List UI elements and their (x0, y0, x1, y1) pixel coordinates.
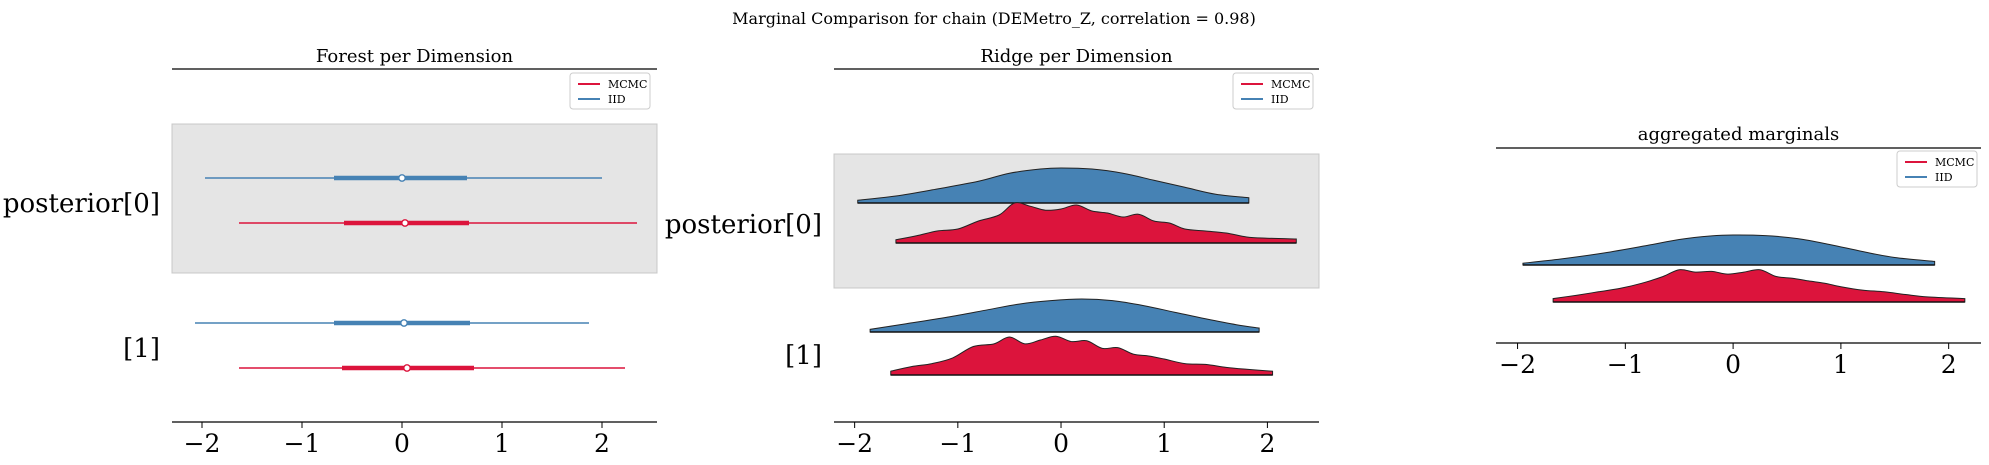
legend-label: IID (1935, 171, 1953, 184)
x-tick-label: 2 (1259, 429, 1275, 458)
x-tick-label: −1 (1607, 350, 1644, 379)
row-label: [1] (123, 334, 160, 364)
x-tick-label: −2 (836, 429, 873, 458)
figure-suptitle: Marginal Comparison for chain (DEMetro_Z… (732, 9, 1256, 28)
median-point (398, 174, 406, 182)
panel-title: Forest per Dimension (316, 46, 514, 67)
x-tick-label: 1 (494, 429, 510, 458)
panel-1: Forest per Dimension posterior[0] [1] −2 −1 0… (3, 46, 658, 458)
row-label: posterior[0] (3, 189, 160, 219)
panel-3: aggregated marginals −2 −1 0 1 2 MCMC IID (1496, 124, 1981, 379)
ridge-density (857, 167, 1250, 204)
x-tick-label: 1 (1156, 429, 1172, 458)
row-shade-band (171, 123, 658, 274)
row-label: posterior[0] (665, 210, 822, 240)
x-tick-label: −2 (1499, 350, 1536, 379)
x-tick-label: 2 (594, 429, 610, 458)
panel-title: Ridge per Dimension (980, 46, 1173, 67)
ridge-density (895, 202, 1297, 244)
x-tick-label: −1 (284, 429, 321, 458)
x-tick-label: 0 (394, 429, 410, 458)
legend-label: MCMC (1935, 156, 1974, 169)
median-point (403, 364, 411, 372)
legend-label: IID (1271, 93, 1289, 106)
row-label: [1] (785, 341, 822, 371)
median-point (400, 319, 408, 327)
x-tick-label: −1 (939, 429, 976, 458)
median-point (401, 219, 409, 227)
x-tick-label: 0 (1053, 429, 1069, 458)
legend: MCMC IID (1896, 150, 1978, 188)
x-tick-label: −2 (184, 429, 221, 458)
panel-2: Ridge per Dimension posterior[0] [1] −2 −1 0 1… (665, 46, 1320, 458)
legend-label: MCMC (608, 78, 647, 91)
ridge-density (869, 298, 1260, 333)
ridge-density (890, 335, 1274, 376)
legend: MCMC IID (569, 72, 651, 110)
x-tick-label: 1 (1833, 350, 1849, 379)
legend-label: MCMC (1271, 78, 1310, 91)
ridge-density (1522, 234, 1936, 266)
legend-label: IID (608, 93, 626, 106)
x-tick-label: 0 (1725, 350, 1741, 379)
x-tick-label: 2 (1941, 350, 1957, 379)
panel-title: aggregated marginals (1638, 124, 1839, 145)
legend: MCMC IID (1232, 72, 1314, 110)
ridge-density (1552, 269, 1966, 303)
